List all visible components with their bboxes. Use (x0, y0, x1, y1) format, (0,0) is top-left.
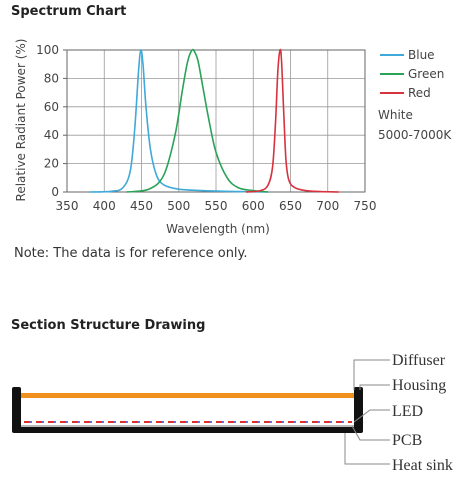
chart-series (89, 48, 339, 193)
x-tick-label: 550 (205, 199, 228, 213)
x-tick-label: 500 (167, 199, 190, 213)
heat-sink-base (12, 427, 363, 433)
housing-left-wall (12, 387, 21, 432)
y-tick-label: 0 (51, 185, 59, 199)
x-tick-label: 450 (130, 199, 153, 213)
y-tick-label: 80 (44, 71, 59, 85)
spectrum-chart-title: Spectrum Chart (11, 4, 127, 19)
chart-legend: Blue Green Red White 5000-7000K (378, 48, 452, 142)
y-tick-label: 20 (44, 157, 59, 171)
reference-note: Note: The data is for reference only. (14, 246, 248, 261)
chart-axes: 350 400 450 500 550 600 650 700 750 0 20 40 60 80 100 (36, 43, 376, 213)
housing-right-wall (354, 387, 363, 432)
series-line-green (126, 48, 269, 193)
series-line-red (245, 48, 339, 193)
legend-label-blue: Blue (408, 48, 435, 62)
y-tick-label: 100 (36, 43, 59, 57)
x-axis-label: Wavelength (nm) (166, 222, 270, 236)
x-tick-label: 600 (242, 199, 265, 213)
y-tick-label: 60 (44, 100, 59, 114)
legend-label-green: Green (408, 67, 444, 81)
x-tick-label: 650 (279, 199, 302, 213)
section-structure-drawing: Diffuser Housing LED PCB Heat sink (12, 352, 453, 474)
series-line-blue (89, 49, 269, 193)
y-axis-label: Relative Radiant Power (%) (14, 39, 28, 202)
x-tick-label: 350 (56, 199, 79, 213)
label-heat-sink: Heat sink (392, 457, 453, 474)
leader-housing (359, 384, 390, 390)
legend-label-red: Red (408, 86, 431, 100)
diffuser-layer (21, 393, 354, 398)
y-tick-label: 40 (44, 128, 59, 142)
legend-extra-1: 5000-7000K (378, 128, 452, 142)
label-diffuser: Diffuser (392, 352, 446, 369)
spectrum-chart: 350 400 450 500 550 600 650 700 750020406080100 … (14, 39, 452, 236)
chart-grid (67, 50, 365, 192)
x-tick-label: 750 (354, 199, 377, 213)
leader-heat-sink (344, 433, 390, 465)
section-drawing-title: Section Structure Drawing (11, 318, 206, 333)
leader-pcb (351, 425, 390, 441)
x-tick-label: 400 (93, 199, 116, 213)
leader-led (353, 409, 390, 423)
pcb-layer (21, 425, 354, 427)
plot-frame (66, 49, 366, 193)
label-pcb: PCB (392, 432, 422, 449)
leader-diffuser (353, 359, 390, 390)
label-led: LED (392, 403, 423, 420)
leader-lines (344, 359, 390, 465)
legend-extra-0: White (378, 108, 413, 122)
label-housing: Housing (392, 377, 446, 394)
x-tick-label: 700 (316, 199, 339, 213)
